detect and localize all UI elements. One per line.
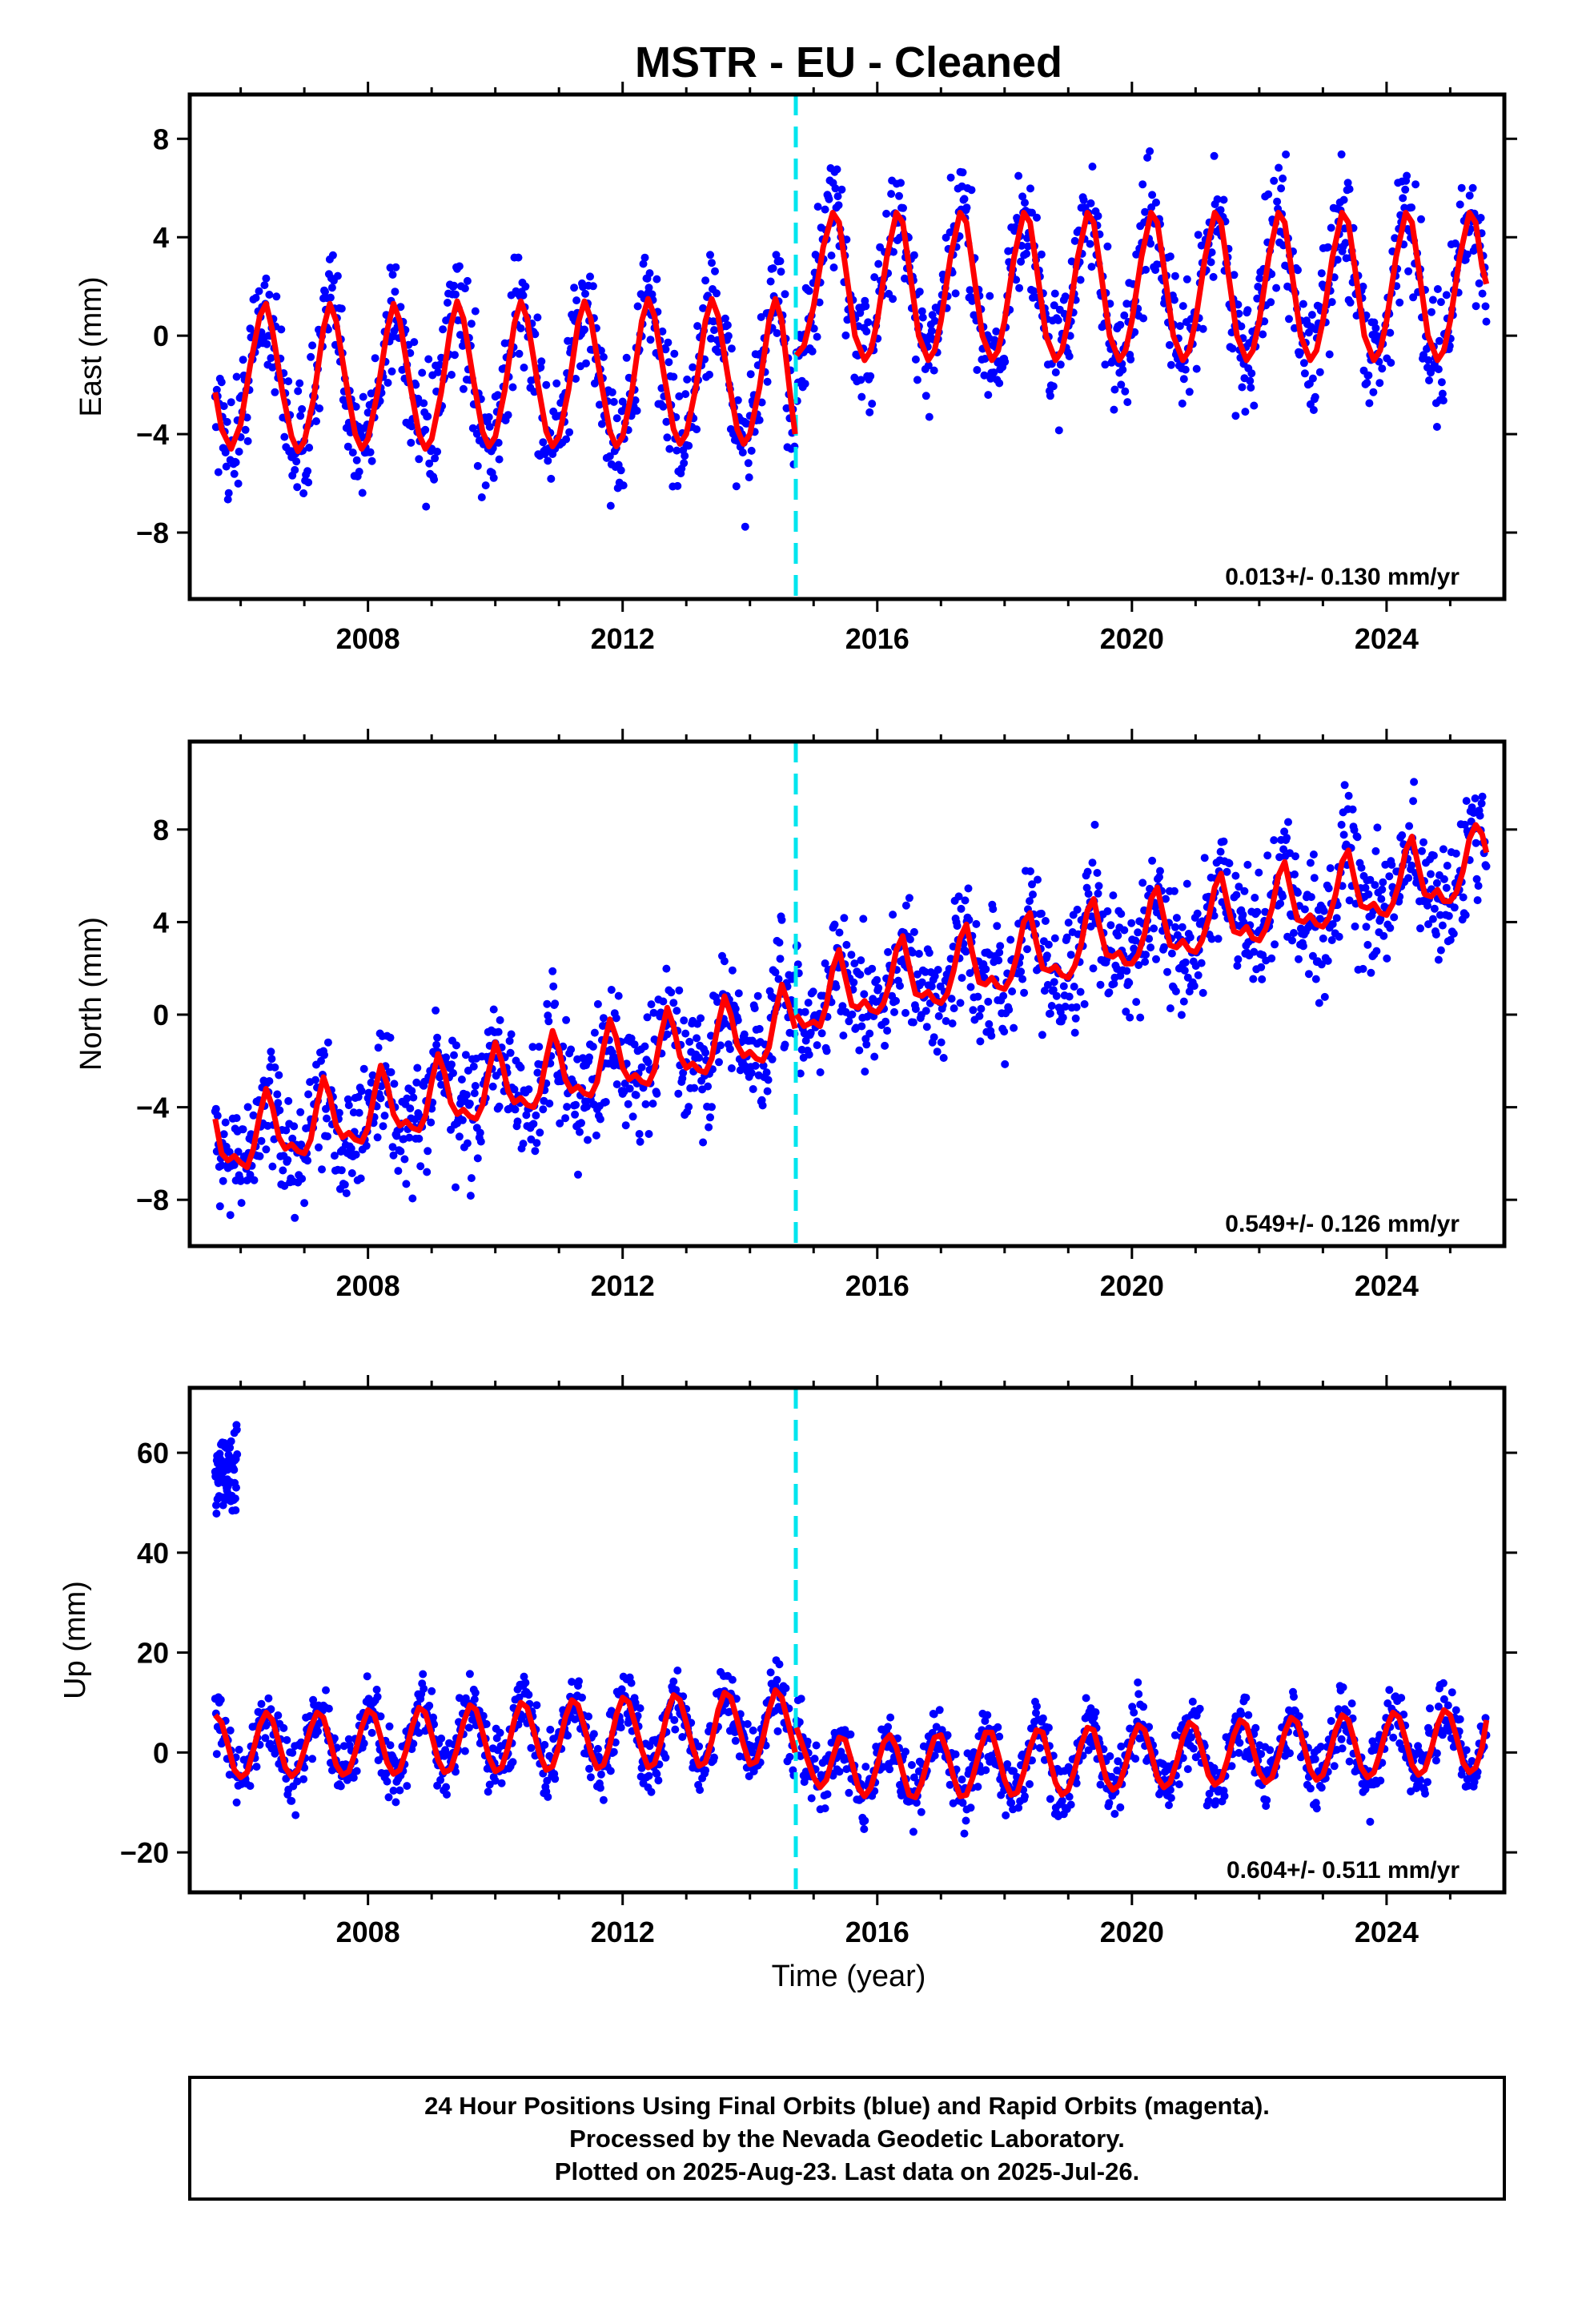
y-axis-label-north: North (mm) bbox=[74, 917, 108, 1071]
x-tick-label: 2024 bbox=[1355, 1269, 1419, 1302]
plot-area-up bbox=[190, 1388, 1504, 1892]
model-line-up-1 bbox=[793, 1707, 1490, 1800]
model-line-north-0 bbox=[212, 981, 798, 1171]
y-tick-label: 40 bbox=[137, 1537, 169, 1570]
x-tick-label: 2024 bbox=[1355, 1916, 1419, 1948]
data-dots-north bbox=[211, 778, 1491, 1222]
y-tick-label: 0 bbox=[153, 999, 169, 1031]
y-axis-label-up: Up (mm) bbox=[58, 1581, 92, 1699]
data-points-north bbox=[211, 778, 1491, 1222]
panel-east: 2008 2012 2016 2020 2024 8 4 0 −4 −8 East (mm) 0.01… bbox=[74, 82, 1517, 655]
x-tick-label: 2008 bbox=[336, 622, 400, 655]
footer-line-1: 24 Hour Positions Using Final Orbits (bl… bbox=[424, 2092, 1270, 2120]
model-line-east-0 bbox=[212, 296, 798, 455]
footer-line-2: Processed by the Nevada Geodetic Laborat… bbox=[569, 2125, 1125, 2153]
x-tick-label: 2012 bbox=[591, 622, 655, 655]
data-dots-up bbox=[211, 1421, 1491, 1838]
x-tick-label: 2020 bbox=[1100, 622, 1164, 655]
page-title: MSTR - EU - Cleaned bbox=[635, 38, 1062, 86]
rate-label-up: 0.604+/- 0.511 mm/yr bbox=[1227, 1857, 1460, 1884]
x-axis-label: Time (year) bbox=[772, 1960, 926, 1993]
x-tick-label: 2024 bbox=[1355, 622, 1419, 655]
x-tick-label: 2016 bbox=[845, 622, 909, 655]
x-tick-label: 2008 bbox=[336, 1269, 400, 1302]
model-line-north-1 bbox=[793, 822, 1490, 1029]
axes-frame-east bbox=[187, 92, 1507, 601]
axes-frame-north bbox=[187, 739, 1507, 1248]
y-axis-label-east: East (mm) bbox=[74, 276, 108, 416]
y-tick-label: 0 bbox=[153, 320, 169, 352]
x-tick-label: 2012 bbox=[591, 1916, 655, 1948]
y-tick-label: −4 bbox=[136, 1092, 169, 1124]
x-tick-label: 2020 bbox=[1100, 1269, 1164, 1302]
data-points-up bbox=[211, 1421, 1491, 1838]
footer-box bbox=[188, 2076, 1506, 2201]
rate-label-north: 0.549+/- 0.126 mm/yr bbox=[1225, 1211, 1460, 1237]
y-tick-label: 4 bbox=[153, 906, 169, 939]
y-tick-label: 60 bbox=[137, 1437, 169, 1470]
y-tick-label: 20 bbox=[137, 1637, 169, 1670]
y-tick-label: −20 bbox=[120, 1836, 169, 1869]
x-tick-label: 2016 bbox=[845, 1269, 909, 1302]
footer-line-3: Plotted on 2025-Aug-23. Last data on 202… bbox=[555, 2157, 1139, 2185]
y-tick-label: 0 bbox=[153, 1736, 169, 1769]
y-tick-label: −4 bbox=[136, 418, 169, 451]
model-line-up-0 bbox=[213, 1687, 798, 1780]
axes-frame-up bbox=[187, 1385, 1507, 1895]
rate-label-east: 0.013+/- 0.130 mm/yr bbox=[1225, 564, 1460, 590]
y-tick-label: 4 bbox=[153, 221, 169, 254]
y-tick-label: 8 bbox=[153, 814, 169, 846]
panel-up: 2008 2012 2016 2020 2024 60 40 20 0 −20 Up (mm) 0.6… bbox=[58, 1375, 1517, 1948]
model-line-east-1 bbox=[794, 210, 1490, 364]
x-tick-label: 2016 bbox=[845, 1916, 909, 1948]
panel-north: 2008 2012 2016 2020 2024 8 4 0 −4 −8 North (mm) 0.5… bbox=[74, 729, 1517, 1302]
y-tick-label: −8 bbox=[136, 1184, 169, 1216]
y-tick-label: −8 bbox=[136, 517, 169, 549]
x-tick-label: 2008 bbox=[336, 1916, 400, 1948]
x-tick-label: 2020 bbox=[1100, 1916, 1164, 1948]
x-tick-label: 2012 bbox=[591, 1269, 655, 1302]
y-tick-label: 8 bbox=[153, 123, 169, 155]
